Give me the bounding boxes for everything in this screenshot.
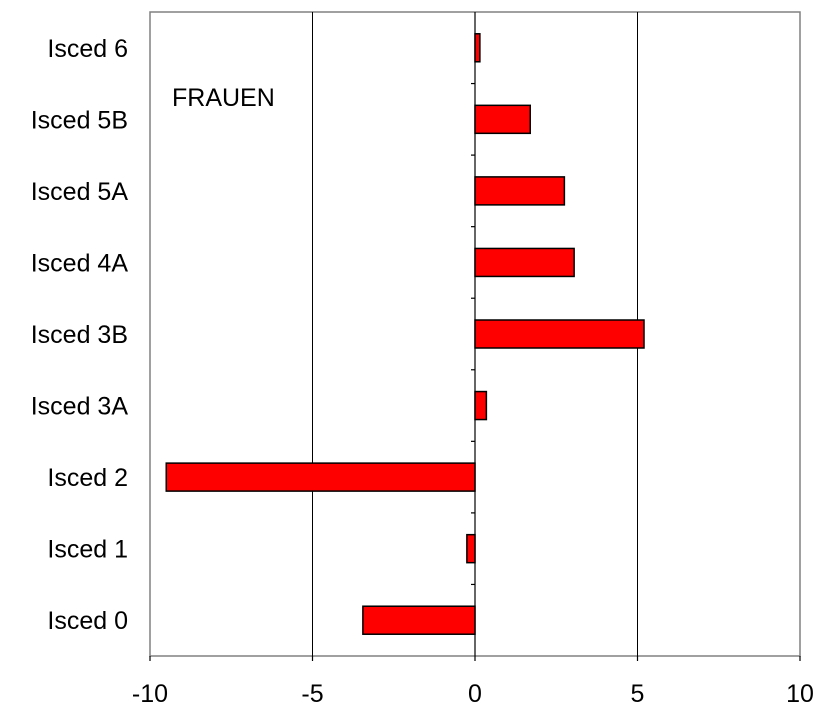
bar-3 xyxy=(474,247,575,278)
bar-5 xyxy=(474,390,488,421)
x-tick-labels: -10 -5 0 5 10 xyxy=(132,680,814,708)
y-tick-label-1: Isced 5B xyxy=(31,106,128,134)
bar-2 xyxy=(474,176,566,206)
y-tick-label-0: Isced 6 xyxy=(47,35,128,63)
x-tick-label-0: -10 xyxy=(132,680,168,708)
bar-1 xyxy=(474,104,531,135)
bar-6 xyxy=(165,462,476,492)
bar-7 xyxy=(466,533,476,564)
y-tick-label-7: Isced 1 xyxy=(47,536,128,564)
y-tick-label-6: Isced 2 xyxy=(47,464,128,492)
y-tick-label-4: Isced 3B xyxy=(31,321,128,349)
y-tick-label-8: Isced 0 xyxy=(47,607,128,635)
y-tick-labels: Isced 6 Isced 5B Isced 5A Isced 4A Isced 3B I… xyxy=(31,35,129,635)
annotation-frauen: FRAUEN xyxy=(172,84,275,112)
x-tick-label-2: 0 xyxy=(468,680,482,708)
bar-8 xyxy=(362,605,476,635)
x-tick-label-3: 5 xyxy=(631,680,645,708)
y-tick-label-3: Isced 4A xyxy=(31,249,129,277)
y-tick-label-5: Isced 3A xyxy=(31,393,129,421)
bars xyxy=(165,33,645,635)
x-tick-label-4: 10 xyxy=(786,680,814,708)
y-tick-label-2: Isced 5A xyxy=(31,178,129,206)
x-tick-label-1: -5 xyxy=(301,680,323,708)
bar-4 xyxy=(474,319,645,349)
bar-0 xyxy=(474,33,481,63)
